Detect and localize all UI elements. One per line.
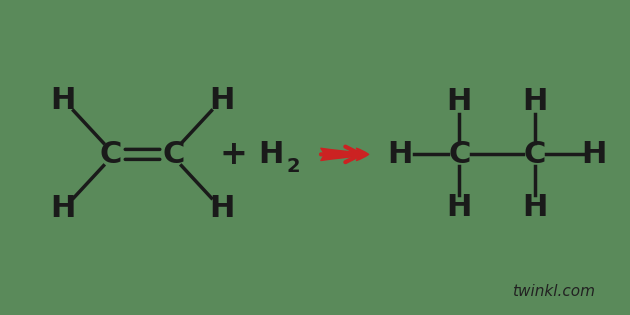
- Text: H: H: [522, 87, 547, 116]
- Text: H: H: [50, 194, 76, 223]
- Text: 2: 2: [286, 158, 300, 176]
- Text: H: H: [447, 87, 472, 116]
- Text: C: C: [448, 140, 471, 169]
- Text: H: H: [581, 140, 607, 169]
- Text: H: H: [387, 140, 413, 169]
- Text: C: C: [524, 140, 546, 169]
- Text: H: H: [210, 86, 235, 115]
- Text: H: H: [447, 193, 472, 222]
- Text: +: +: [219, 138, 248, 171]
- Text: H: H: [50, 86, 76, 115]
- Text: C: C: [100, 140, 122, 169]
- Text: H: H: [258, 140, 284, 169]
- Text: C: C: [163, 140, 185, 169]
- Text: H: H: [210, 194, 235, 223]
- Text: twinkl.com: twinkl.com: [512, 284, 595, 299]
- Text: H: H: [522, 193, 547, 222]
